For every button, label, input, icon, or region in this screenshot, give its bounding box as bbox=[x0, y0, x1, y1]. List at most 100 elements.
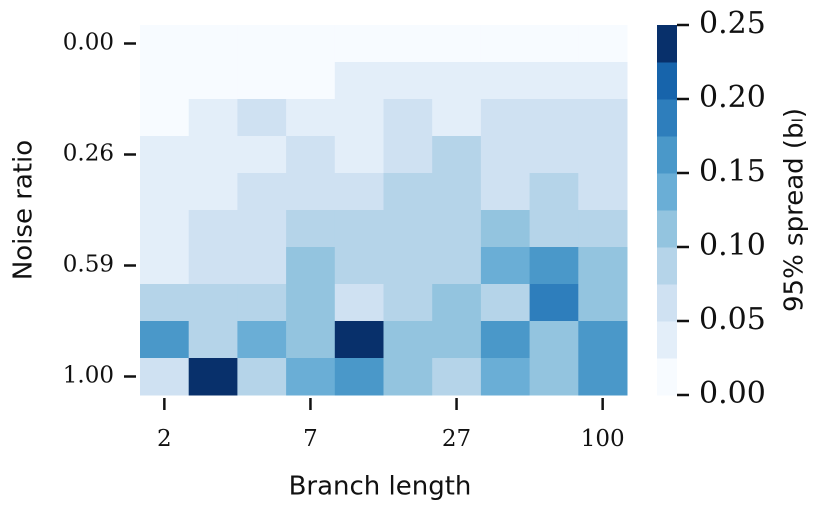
x-tick-label: 100 bbox=[581, 426, 625, 452]
heatmap-cell bbox=[432, 62, 482, 100]
heatmap-cell bbox=[578, 25, 628, 63]
heatmap-cell bbox=[140, 99, 190, 137]
heatmap-cell bbox=[334, 321, 384, 359]
heatmap-cell bbox=[432, 321, 482, 359]
heatmap-cell bbox=[383, 284, 433, 322]
heatmap-cell bbox=[480, 210, 531, 248]
heatmap-cell bbox=[529, 284, 579, 322]
colorbar-tick-label: 0.00 bbox=[699, 376, 766, 411]
colorbar-tick-label: 0.20 bbox=[699, 80, 766, 115]
heatmap-cell bbox=[140, 136, 190, 174]
heatmap-cell bbox=[480, 136, 531, 174]
heatmap-cell bbox=[237, 25, 287, 63]
heatmap-cell bbox=[188, 210, 238, 248]
colorbar-segment bbox=[657, 173, 677, 211]
heatmap-cell bbox=[334, 210, 384, 248]
heatmap-cell bbox=[383, 62, 433, 100]
heatmap-cell bbox=[578, 247, 628, 285]
heatmap-cell bbox=[432, 136, 482, 174]
y-tick-label: 0.59 bbox=[63, 252, 114, 278]
heatmap-cell bbox=[529, 136, 579, 174]
heatmap-cell bbox=[529, 210, 579, 248]
colorbar-tick-label: 0.05 bbox=[699, 302, 766, 337]
colorbar-segment bbox=[657, 99, 677, 137]
heatmap-cell bbox=[383, 173, 433, 211]
heatmap-cell bbox=[140, 247, 190, 285]
heatmap-cell bbox=[334, 25, 384, 63]
heatmap-cell bbox=[188, 358, 238, 396]
x-tick-label: 27 bbox=[442, 426, 471, 452]
x-tick-label: 2 bbox=[157, 426, 172, 452]
y-tick-label: 0.26 bbox=[63, 141, 114, 167]
heatmap-cell bbox=[578, 62, 628, 100]
y-tick-label: 0.00 bbox=[63, 30, 114, 56]
heatmap-cell bbox=[237, 136, 287, 174]
y-axis-title: Noise ratio bbox=[9, 140, 39, 280]
heatmap-cell bbox=[480, 99, 531, 137]
heatmap-cell bbox=[334, 62, 384, 100]
heatmap-cell bbox=[188, 173, 238, 211]
heatmap-cell bbox=[578, 99, 628, 137]
heatmap-cell bbox=[383, 210, 433, 248]
heatmap-cell bbox=[286, 136, 336, 174]
heatmap-cell bbox=[480, 321, 531, 359]
heatmap-cell bbox=[334, 284, 384, 322]
heatmap-cell bbox=[432, 247, 482, 285]
heatmap-cell bbox=[529, 358, 579, 396]
heatmap-cell bbox=[237, 210, 287, 248]
heatmap-cell bbox=[237, 321, 287, 359]
colorbar-tick-label: 0.10 bbox=[699, 228, 766, 263]
heatmap-cell bbox=[578, 136, 628, 174]
heatmap-cell bbox=[383, 321, 433, 359]
y-tick-label: 1.00 bbox=[63, 363, 114, 389]
heatmap-cell bbox=[237, 284, 287, 322]
heatmap-cell bbox=[529, 247, 579, 285]
heatmap-cell bbox=[140, 284, 190, 322]
heatmap-cell bbox=[529, 321, 579, 359]
colorbar-segment bbox=[657, 247, 677, 285]
heatmap-cell bbox=[188, 284, 238, 322]
heatmap-cell bbox=[237, 99, 287, 137]
heatmap-cell bbox=[480, 62, 531, 100]
colorbar-title: 95% spread (bₗ) bbox=[780, 108, 810, 312]
colorbar-segment bbox=[657, 136, 677, 174]
heatmap-cell bbox=[578, 210, 628, 248]
heatmap-cell bbox=[383, 99, 433, 137]
heatmap-cell bbox=[286, 210, 336, 248]
heatmap-cell bbox=[480, 25, 531, 63]
heatmap-cell bbox=[383, 136, 433, 174]
heatmap-cell bbox=[188, 247, 238, 285]
x-tick-label: 7 bbox=[303, 426, 318, 452]
heatmap-cell bbox=[480, 247, 531, 285]
heatmap-cell bbox=[140, 210, 190, 248]
heatmap-cell bbox=[286, 321, 336, 359]
heatmap-cell bbox=[188, 25, 238, 63]
heatmap-cell bbox=[286, 247, 336, 285]
heatmap-cell bbox=[432, 210, 482, 248]
heatmap-cell bbox=[334, 247, 384, 285]
colorbar-segment bbox=[657, 321, 677, 359]
heatmap-cell bbox=[237, 358, 287, 396]
heatmap-cell bbox=[334, 358, 384, 396]
heatmap-cell bbox=[286, 358, 336, 396]
heatmap-cell bbox=[480, 173, 531, 211]
heatmap-cell bbox=[432, 284, 482, 322]
heatmap-cell bbox=[334, 136, 384, 174]
heatmap-cell bbox=[188, 62, 238, 100]
heatmap-cell bbox=[432, 358, 482, 396]
heatmap-cell bbox=[383, 25, 433, 63]
heatmap-cell bbox=[529, 25, 579, 63]
heatmap-cell bbox=[140, 358, 190, 396]
heatmap-cell bbox=[480, 284, 531, 322]
heatmap-cell bbox=[237, 173, 287, 211]
heatmap-cell bbox=[286, 25, 336, 63]
heatmap-cell bbox=[529, 173, 579, 211]
heatmap-cell bbox=[237, 247, 287, 285]
heatmap-cell bbox=[140, 25, 190, 63]
heatmap-cell bbox=[383, 358, 433, 396]
heatmap-cell bbox=[529, 99, 579, 137]
heatmap-cell bbox=[140, 173, 190, 211]
heatmap-cell bbox=[237, 62, 287, 100]
heatmap-cell bbox=[334, 173, 384, 211]
heatmap-cell bbox=[286, 99, 336, 137]
